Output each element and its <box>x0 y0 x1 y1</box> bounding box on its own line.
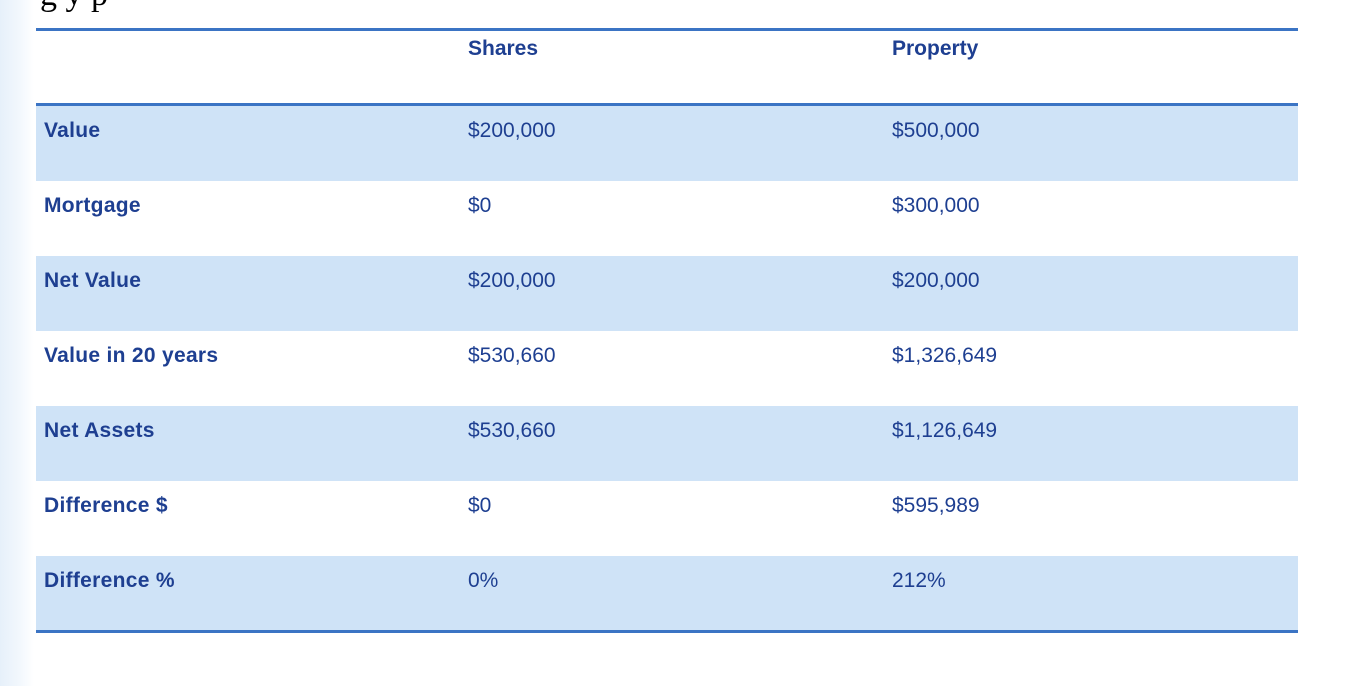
property-value: 212% <box>892 569 946 592</box>
column-header-property: Property <box>892 37 979 60</box>
shares-value: $200,000 <box>468 119 556 142</box>
row-label: Value in 20 years <box>44 344 219 367</box>
shares-value: 0% <box>468 569 499 592</box>
property-value: $200,000 <box>892 269 980 292</box>
table-bottom-rule <box>36 630 1298 633</box>
page-edge-tint <box>0 0 34 686</box>
column-header-shares: Shares <box>468 37 539 60</box>
property-value: $1,326,649 <box>892 344 998 367</box>
table-row: Difference % 0% 212% <box>36 556 1298 631</box>
row-label: Mortgage <box>44 194 141 217</box>
row-label: Difference % <box>44 569 175 592</box>
table-top-rule <box>36 28 1298 31</box>
property-value: $595,989 <box>892 494 980 517</box>
shares-value: $0 <box>468 494 492 517</box>
shares-value: $530,660 <box>468 419 556 442</box>
cropped-heading: g y p <box>40 0 108 12</box>
row-label: Value <box>44 119 101 142</box>
property-value: $300,000 <box>892 194 980 217</box>
table-row: Difference $ $0 $595,989 <box>36 481 1298 556</box>
table-row: Mortgage $0 $300,000 <box>36 181 1298 256</box>
table-header-rule <box>36 103 1298 106</box>
table-row: Net Assets $530,660 $1,126,649 <box>36 406 1298 481</box>
row-label: Net Value <box>44 269 142 292</box>
table-row: Net Value $200,000 $200,000 <box>36 256 1298 331</box>
row-label: Difference $ <box>44 494 168 517</box>
table-row: Value $200,000 $500,000 <box>36 106 1298 181</box>
shares-value: $0 <box>468 194 492 217</box>
row-label: Net Assets <box>44 419 155 442</box>
shares-value: $200,000 <box>468 269 556 292</box>
table-row: Value in 20 years $530,660 $1,326,649 <box>36 331 1298 406</box>
shares-value: $530,660 <box>468 344 556 367</box>
property-value: $1,126,649 <box>892 419 998 442</box>
property-value: $500,000 <box>892 119 980 142</box>
